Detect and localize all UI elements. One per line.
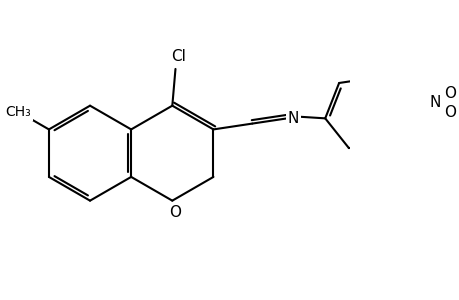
- Text: Cl: Cl: [171, 49, 186, 64]
- Text: O: O: [168, 205, 180, 220]
- Text: CH₃: CH₃: [6, 105, 31, 119]
- Text: N: N: [287, 112, 298, 127]
- Text: O: O: [443, 105, 455, 120]
- Text: O: O: [443, 86, 455, 101]
- Text: N: N: [429, 95, 440, 110]
